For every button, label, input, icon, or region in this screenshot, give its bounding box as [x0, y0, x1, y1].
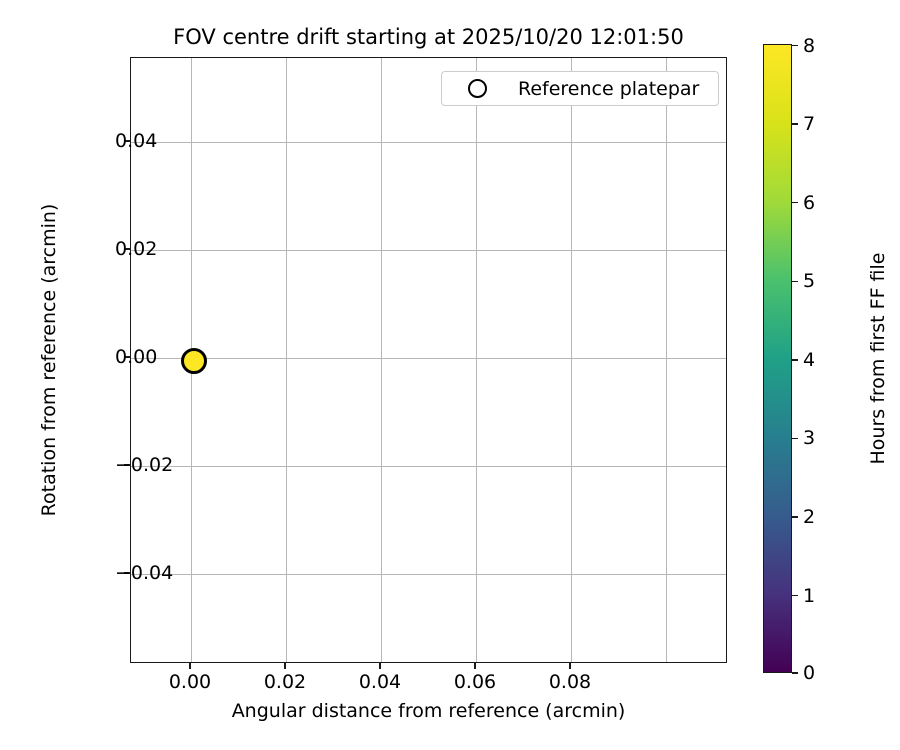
page-title: FOV centre drift starting at 2025/10/20 …	[173, 25, 684, 49]
legend-label: Reference platepar	[518, 77, 700, 100]
colorbar-gradient	[763, 44, 792, 673]
gridline-vertical	[380, 58, 382, 662]
colorbar-tick-mark	[792, 516, 798, 518]
colorbar-tick-mark	[792, 672, 798, 674]
colorbar-tick-label: 6	[803, 191, 816, 214]
colorbar-tick-label: 8	[803, 34, 816, 57]
ytick-mark	[124, 248, 130, 250]
xtick-mark	[474, 663, 476, 669]
ytick-mark	[124, 464, 130, 466]
xtick-mark	[379, 663, 381, 669]
legend[interactable]: Reference platepar	[441, 71, 719, 106]
colorbar-tick-mark	[792, 359, 798, 361]
xtick-label: 0.04	[358, 671, 402, 693]
ytick-mark	[124, 356, 130, 358]
plot-axes: Reference platepar	[130, 57, 727, 663]
xtick-mark	[569, 663, 571, 669]
gridline-horizontal	[131, 465, 726, 467]
gridline-horizontal	[131, 357, 726, 359]
colorbar-tick-mark	[792, 594, 798, 597]
colorbar-label: Hours from first FF file	[867, 252, 889, 465]
colorbar: 8 7 6 5 4 3 2 1 0	[763, 35, 815, 684]
y-axis-label: Rotation from reference (arcmin)	[38, 203, 60, 517]
colorbar-tick-mark	[792, 201, 798, 204]
gridline-vertical	[285, 58, 287, 662]
colorbar-tick-label: 0	[803, 661, 816, 684]
gridline-vertical	[475, 58, 477, 662]
xtick-label: 0.02	[263, 671, 307, 693]
xtick-mark	[284, 663, 286, 669]
colorbar-tick-label: 7	[803, 113, 816, 136]
gridline-horizontal	[131, 141, 726, 143]
data-point-reference-platepar[interactable]	[181, 348, 207, 374]
gridline-vertical	[665, 58, 667, 662]
gridline-horizontal	[131, 249, 726, 251]
colorbar-tick-label: 3	[803, 427, 816, 450]
colorbar-tick-mark	[792, 437, 798, 440]
colorbar-tick-label: 5	[803, 270, 816, 293]
colorbar-tick-mark	[792, 123, 798, 125]
ytick-mark	[124, 572, 130, 574]
x-axis-label: Angular distance from reference (arcmin)	[231, 700, 626, 722]
xtick-label: 0.00	[168, 671, 212, 693]
colorbar-tick-label: 4	[803, 348, 816, 371]
xtick-label: 0.08	[548, 671, 592, 693]
colorbar-tick-label: 1	[803, 584, 816, 607]
colorbar-tick-mark	[792, 44, 798, 47]
gridline-vertical	[570, 58, 572, 662]
gridline-horizontal	[131, 573, 726, 575]
colorbar-tick-mark	[792, 280, 798, 283]
ytick-mark	[124, 140, 130, 142]
xtick-mark	[189, 663, 191, 669]
xtick-label: 0.06	[453, 671, 497, 693]
colorbar-tick-label: 2	[803, 505, 816, 528]
legend-marker-circle-icon	[468, 79, 487, 98]
